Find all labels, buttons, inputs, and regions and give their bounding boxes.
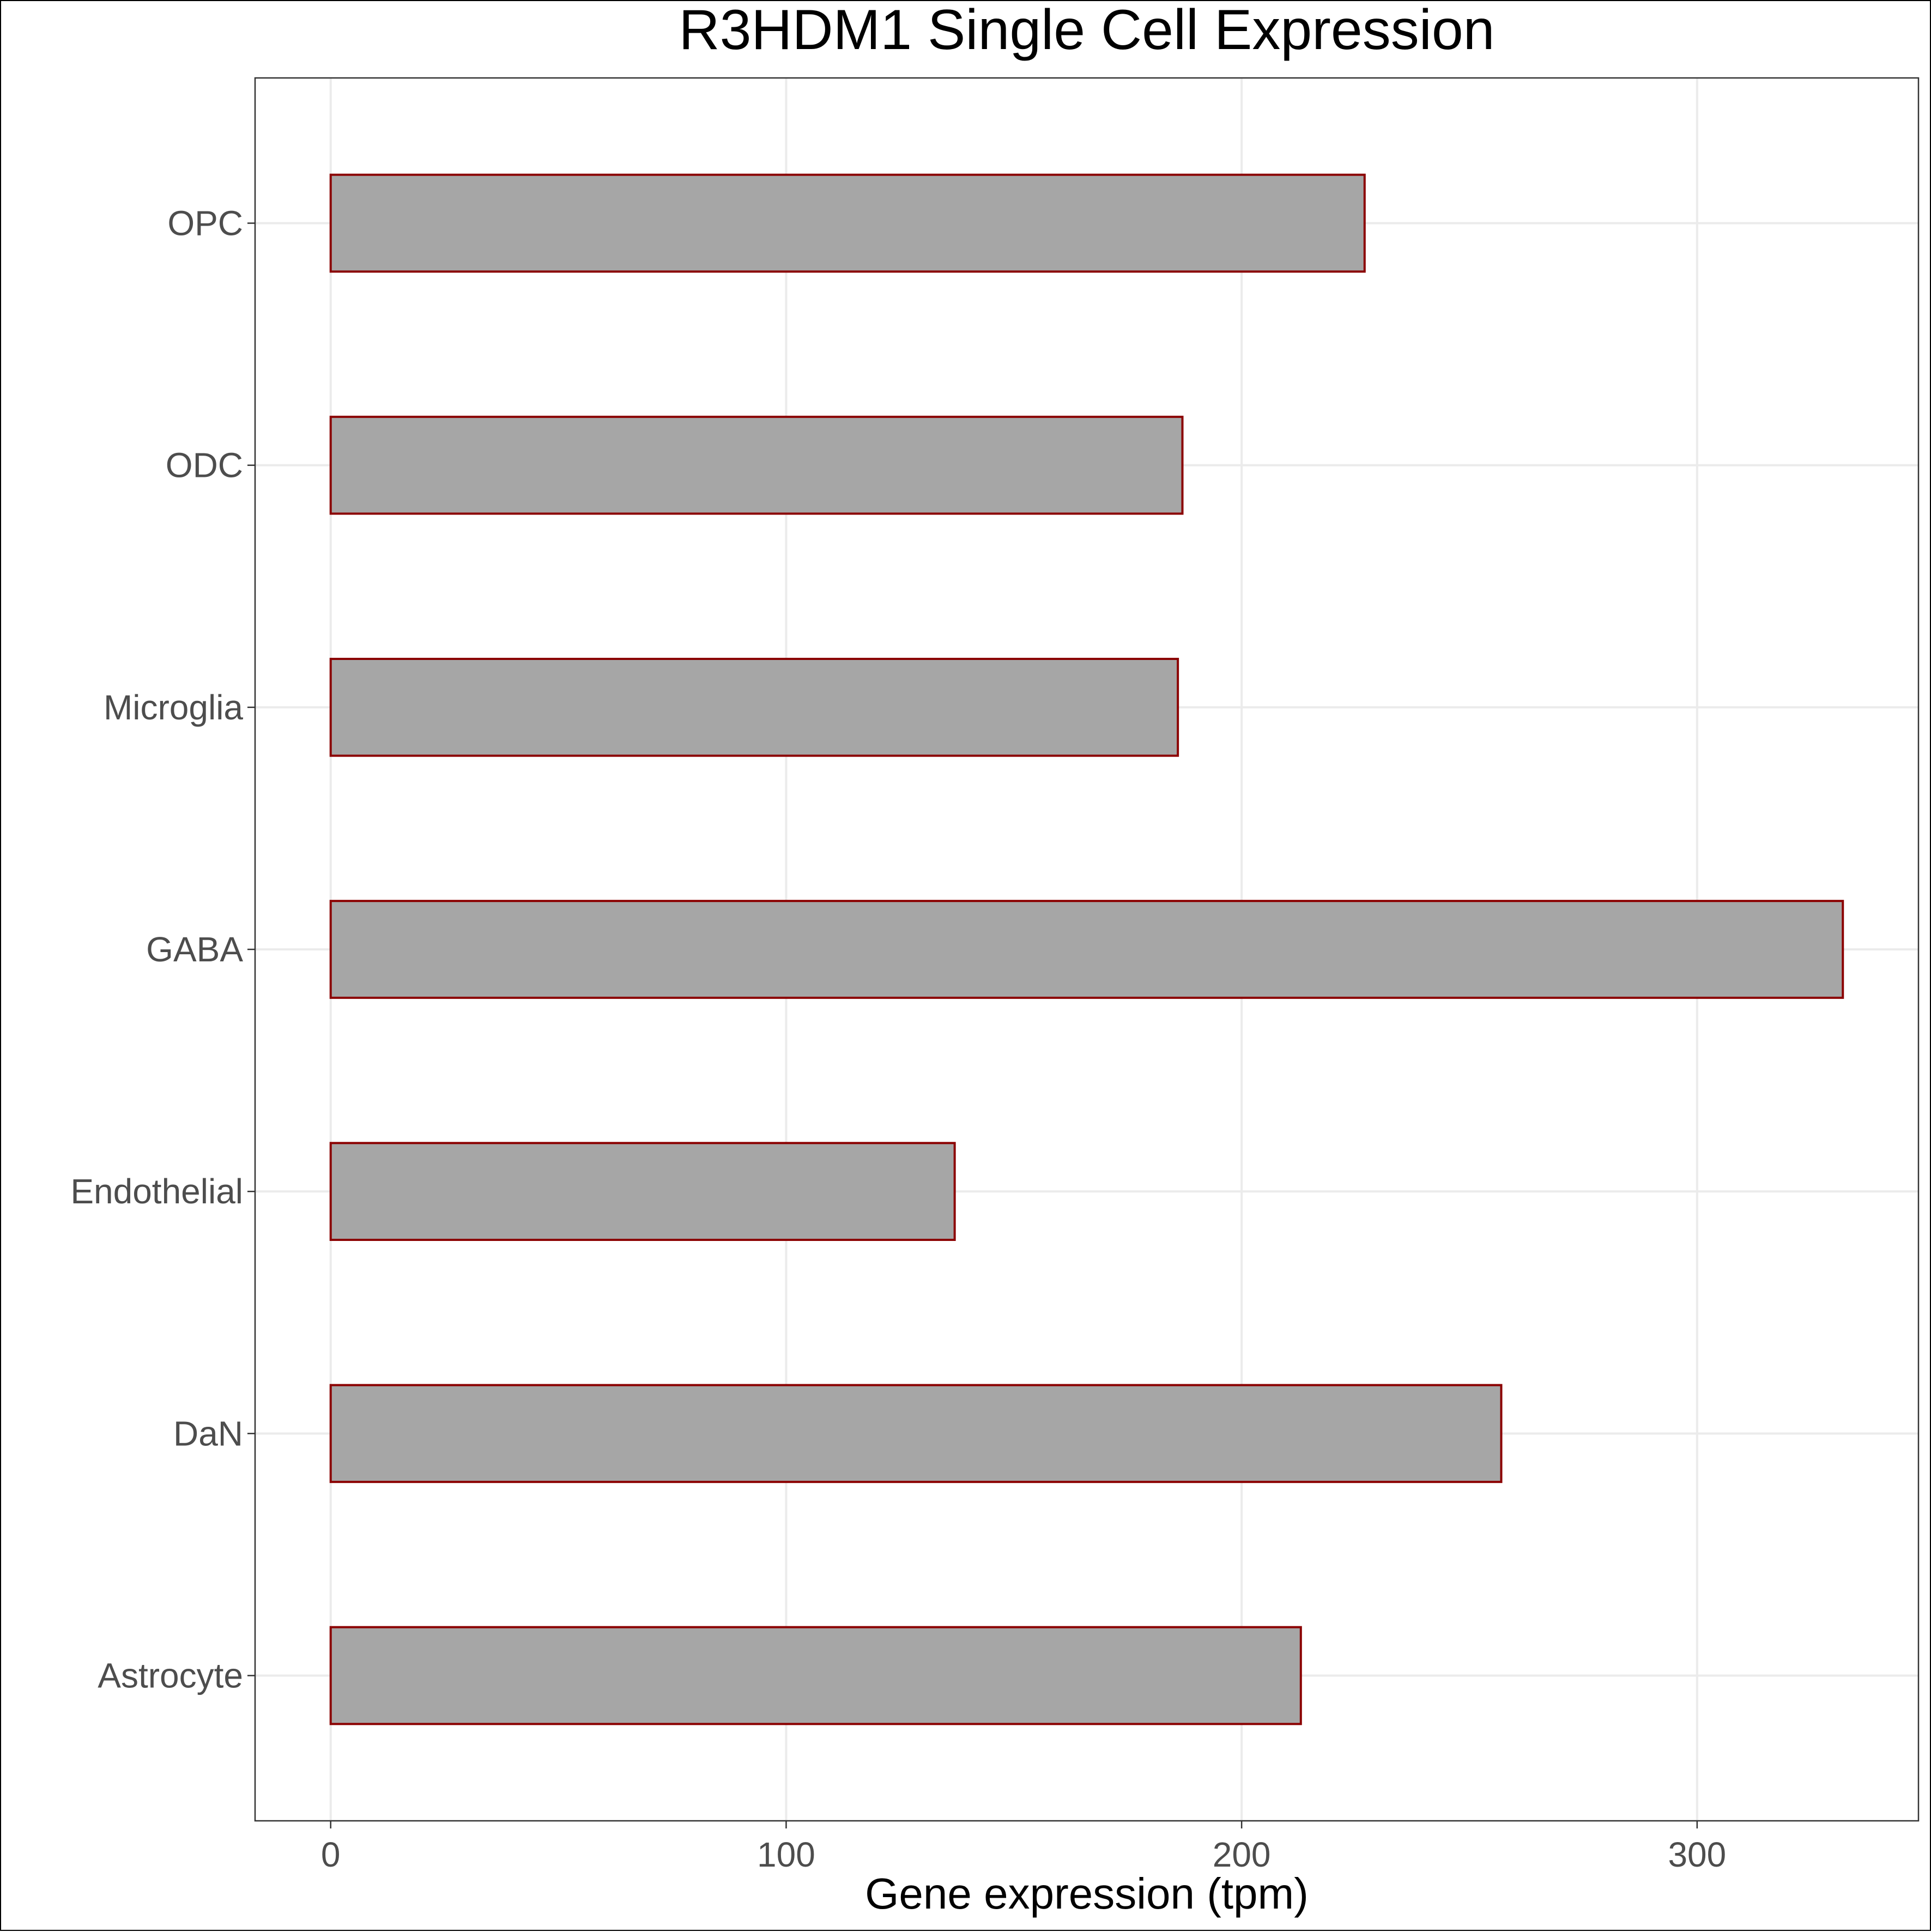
x-tick-label: 0 <box>321 1835 341 1874</box>
y-tick-label: ODC <box>166 446 243 485</box>
bar-microglia <box>329 658 1179 757</box>
x-axis-title: Gene expression (tpm) <box>865 1869 1309 1918</box>
y-tick-label: OPC <box>167 204 243 243</box>
axis-ticks: 0 100 200 300 Astrocyte DaN Endothelial GABA Mic… <box>70 204 1726 1875</box>
y-tick-label: Endothelial <box>70 1172 243 1211</box>
bar-odc <box>329 415 1184 515</box>
x-tick-label: 100 <box>757 1835 815 1874</box>
bar-opc <box>329 173 1366 273</box>
bar-dan <box>329 1384 1503 1483</box>
x-tick-label: 300 <box>1668 1835 1726 1874</box>
bar-gaba <box>329 900 1844 999</box>
chart-title: R3HDM1 Single Cell Expression <box>679 1 1494 62</box>
bar-astrocyte <box>329 1626 1302 1725</box>
x-tick-label: 200 <box>1213 1835 1271 1874</box>
y-tick-label: Astrocyte <box>98 1656 243 1695</box>
y-tick-label: Microglia <box>104 688 243 727</box>
y-tick-label: GABA <box>146 930 243 969</box>
y-tick-label: DaN <box>173 1414 243 1453</box>
bar-endothelial <box>329 1142 956 1241</box>
bars <box>329 173 1844 1725</box>
